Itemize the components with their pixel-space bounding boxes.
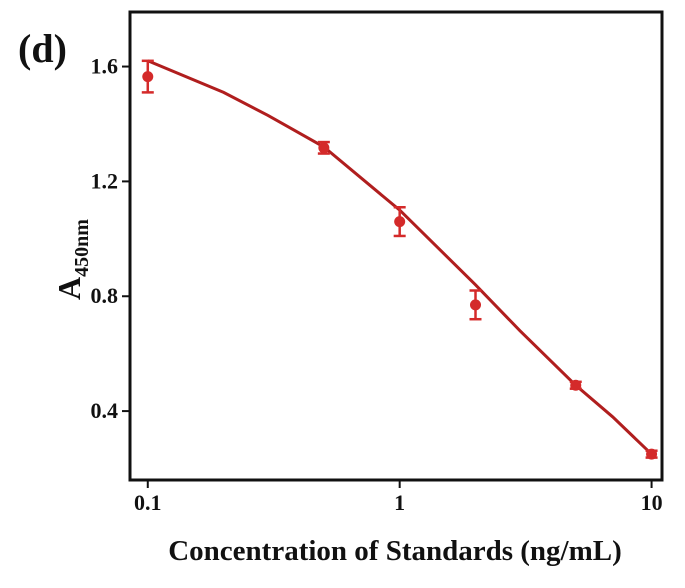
fit-curve <box>147 59 653 456</box>
y-label-subscript: 450nm <box>71 219 93 277</box>
plot-frame <box>128 10 664 482</box>
x-tick-label: 1 <box>394 490 405 515</box>
data-point <box>470 299 482 311</box>
y-label-main: A <box>51 277 87 300</box>
data-point <box>142 71 154 83</box>
y-axis-label: A450nm <box>51 219 93 300</box>
panel-label: (d) <box>18 26 67 71</box>
data-point <box>570 379 582 391</box>
x-tick-label: 10 <box>641 490 663 515</box>
data-point <box>394 216 406 228</box>
data-point <box>318 142 330 154</box>
y-tick-label: 1.2 <box>91 168 119 193</box>
x-axis-label: Concentration of Standards (ng/mL) <box>168 535 622 567</box>
y-tick-label: 0.4 <box>91 398 119 423</box>
data-point <box>646 448 658 460</box>
x-tick-label: 0.1 <box>134 490 162 515</box>
y-tick-label: 0.8 <box>91 283 119 308</box>
y-tick-label: 1.6 <box>91 54 119 79</box>
